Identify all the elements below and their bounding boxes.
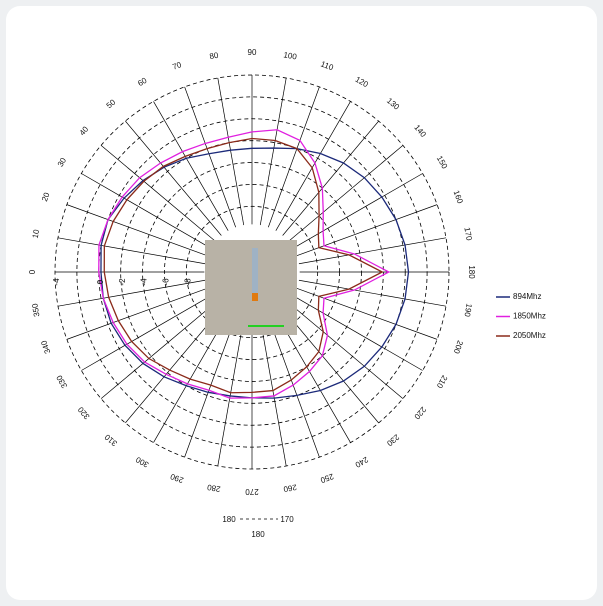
bottom-label: 180: [222, 515, 236, 524]
r-tick-label: -6: [162, 278, 171, 286]
angle-label: 320: [76, 405, 92, 421]
spoke: [66, 287, 208, 340]
spoke: [81, 295, 211, 371]
spoke: [293, 173, 423, 249]
angle-label: 240: [353, 455, 370, 470]
series-line: [103, 137, 384, 394]
angle-label: 350: [30, 302, 41, 317]
angle-label: 220: [412, 405, 428, 421]
angle-label: 310: [103, 432, 119, 448]
spoke: [298, 237, 447, 265]
angle-label: 80: [209, 51, 220, 62]
spoke: [288, 145, 404, 242]
spoke: [275, 101, 351, 231]
angle-label: 210: [434, 374, 449, 391]
angle-label: 0: [28, 269, 37, 274]
spoke: [57, 237, 206, 265]
r-tick-label: -4: [52, 278, 61, 286]
angle-label: 170: [462, 227, 473, 242]
series-line: [100, 147, 410, 399]
spoke: [184, 316, 237, 458]
spoke: [298, 279, 447, 307]
spoke: [57, 279, 206, 307]
angle-label: 230: [385, 432, 401, 448]
spoke: [125, 120, 222, 236]
spoke: [293, 295, 423, 371]
angle-label: 20: [40, 191, 52, 203]
legend-label: 1850Mhz: [513, 312, 546, 321]
spoke: [100, 145, 216, 242]
spoke: [296, 287, 438, 340]
spoke: [267, 86, 320, 228]
angle-label: 280: [206, 482, 221, 493]
angle-label: 150: [435, 154, 450, 171]
spoke: [66, 204, 208, 257]
legend-label: 2050Mhz: [513, 331, 546, 340]
spoke: [296, 204, 438, 257]
angle-label: 140: [412, 123, 428, 139]
bottom-label: 180: [251, 530, 265, 539]
r-tick-label: -8: [183, 278, 192, 286]
spoke: [81, 173, 211, 249]
angle-label: 90: [248, 48, 257, 57]
spoke: [267, 316, 320, 458]
angle-label: 270: [245, 487, 259, 496]
spoke: [184, 86, 237, 228]
spoke: [153, 101, 229, 231]
spoke: [259, 77, 287, 226]
angle-label: 100: [283, 50, 298, 61]
series-line: [98, 129, 391, 399]
angle-label: 290: [169, 471, 185, 484]
antenna-body: [252, 248, 258, 293]
angle-label: 160: [452, 189, 465, 205]
angle-label: 50: [105, 97, 118, 110]
angle-label: 250: [319, 472, 335, 485]
spoke: [259, 318, 287, 467]
angle-label: 130: [385, 96, 401, 112]
angle-label: 190: [462, 303, 473, 318]
spoke: [282, 120, 379, 236]
angle-label: 30: [56, 156, 69, 169]
angle-label: 260: [282, 482, 297, 493]
angle-label: 180: [467, 265, 476, 279]
angle-label: 60: [136, 76, 149, 89]
r-tick-label: -4: [140, 278, 149, 286]
angle-label: 340: [39, 339, 52, 355]
angle-label: 40: [78, 124, 91, 137]
r-tick-label: 0: [96, 279, 105, 284]
antenna-image: [205, 240, 297, 335]
angle-label: 330: [54, 373, 69, 390]
spoke: [288, 302, 404, 399]
spoke: [282, 308, 379, 424]
r-tick-label: -2: [118, 278, 127, 286]
spoke: [217, 77, 245, 226]
antenna-base: [252, 293, 258, 301]
angle-label: 120: [354, 75, 371, 90]
angle-label: 110: [319, 59, 335, 72]
legend-label: 894Mhz: [513, 292, 541, 301]
spoke: [100, 302, 216, 399]
bottom-label: 170: [280, 515, 294, 524]
angle-label: 200: [451, 339, 464, 355]
angle-label: 300: [134, 454, 151, 469]
angle-label: 10: [31, 228, 42, 239]
angle-label: 70: [171, 60, 183, 72]
